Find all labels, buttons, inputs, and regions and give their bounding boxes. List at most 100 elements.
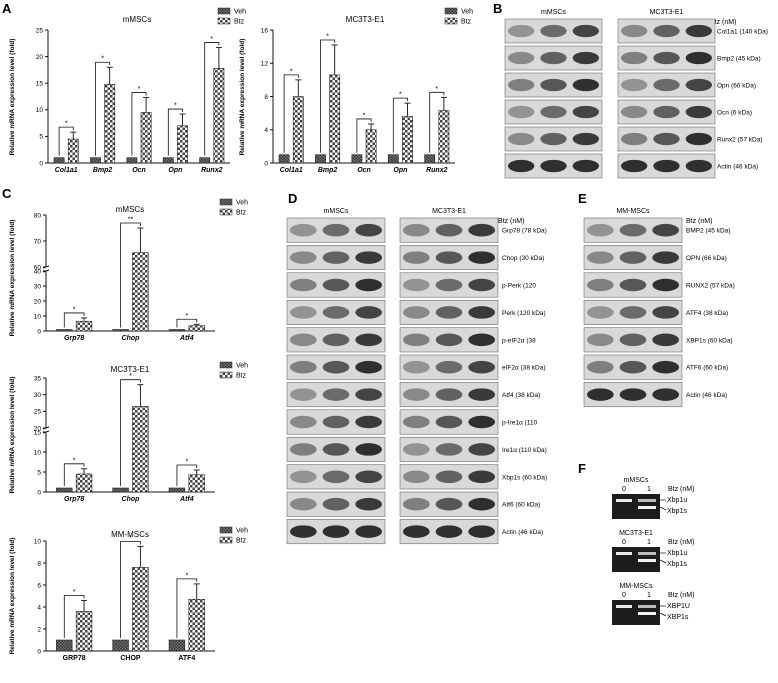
bar-btz xyxy=(75,611,93,652)
bar-veh xyxy=(199,157,211,164)
band xyxy=(685,78,712,92)
y-tick-label: 4 xyxy=(37,604,41,611)
legend-swatch-veh xyxy=(219,198,233,206)
bar-veh xyxy=(112,329,129,332)
btz-unit-label: Btz (nM) xyxy=(668,486,694,493)
band xyxy=(355,278,382,292)
band xyxy=(540,159,567,173)
band xyxy=(290,278,317,292)
y-tick-label: 20 xyxy=(34,298,42,305)
band xyxy=(468,360,495,374)
blot-row-label: Atf6 (60 kDa) xyxy=(502,502,540,509)
band xyxy=(652,251,680,264)
chart-legend: Veh Btz xyxy=(219,361,248,380)
band xyxy=(322,388,350,401)
gel-title: MC3T3-E1 xyxy=(619,530,653,537)
y-tick-label: 30 xyxy=(34,392,42,399)
x-tick-label: Ocn xyxy=(132,167,146,174)
band xyxy=(619,306,647,319)
significance-marker: * xyxy=(435,86,438,93)
significance-marker: * xyxy=(326,33,329,40)
chart-title: MC3T3-E1 xyxy=(111,365,150,374)
band xyxy=(587,388,614,401)
y-tick-label: 15 xyxy=(34,429,42,436)
bar-btz xyxy=(213,68,225,164)
significance-marker: ** xyxy=(128,217,134,224)
band xyxy=(652,388,680,401)
y-tick-label: 10 xyxy=(34,538,42,545)
btz-unit-label: Btz (nM) xyxy=(668,539,694,546)
band xyxy=(621,105,648,119)
band xyxy=(290,525,317,538)
legend-label-veh: Veh xyxy=(236,200,248,207)
x-tick-label: Bmp2 xyxy=(93,167,113,174)
bar-btz xyxy=(132,252,149,332)
significance-marker: * xyxy=(363,112,366,119)
band xyxy=(355,223,382,237)
significance-marker: * xyxy=(65,121,68,128)
band xyxy=(572,132,599,146)
bar-btz xyxy=(292,96,304,164)
band xyxy=(322,306,350,319)
blot-row-label: Xbp1s (60 kDa) xyxy=(502,474,547,481)
band xyxy=(468,443,495,456)
significance-marker: * xyxy=(73,457,76,464)
band xyxy=(652,360,680,374)
y-tick-label: 80 xyxy=(34,212,42,219)
band xyxy=(403,415,430,429)
gel-band xyxy=(638,612,656,615)
significance-marker: * xyxy=(101,56,104,63)
bar-btz xyxy=(365,129,377,164)
legend-label-veh: Veh xyxy=(234,9,246,16)
band xyxy=(322,360,350,374)
band xyxy=(621,51,648,65)
band xyxy=(435,333,463,347)
band xyxy=(653,159,680,173)
band xyxy=(435,306,463,319)
band xyxy=(508,78,535,92)
bar-veh xyxy=(56,329,73,332)
bar-btz xyxy=(177,125,188,164)
band xyxy=(468,251,495,264)
y-tick-label: 25 xyxy=(34,409,42,416)
blot-group-title: MM-MSCs xyxy=(616,208,650,215)
bar-btz xyxy=(67,138,79,164)
band xyxy=(468,525,495,538)
panel-label-d: D xyxy=(288,191,297,206)
gel-band xyxy=(638,506,656,509)
significance-bracket xyxy=(120,222,141,328)
y-tick-label: 5 xyxy=(39,134,43,141)
y-tick-label: 0 xyxy=(37,328,41,335)
chart-legend: Veh Btz xyxy=(219,198,248,217)
legend-swatch-veh xyxy=(219,526,233,534)
band xyxy=(468,497,495,511)
lane-label: 1 xyxy=(647,592,651,599)
significance-bracket xyxy=(176,578,198,638)
band xyxy=(468,333,495,347)
band xyxy=(290,388,317,401)
band xyxy=(290,470,317,484)
legend-label-btz: Btz xyxy=(236,373,247,380)
band xyxy=(468,223,495,237)
band xyxy=(508,24,535,38)
bar-btz xyxy=(132,406,149,493)
band xyxy=(652,223,680,237)
band xyxy=(619,278,647,292)
y-tick-label: 60 xyxy=(34,264,42,271)
chart-legend: Veh Btz xyxy=(217,7,246,26)
band-pointer xyxy=(659,612,667,617)
x-tick-label: Col1a1 xyxy=(280,167,303,174)
y-tick-label: 8 xyxy=(264,94,268,101)
x-tick-label: Bmp2 xyxy=(318,167,338,174)
bar-veh xyxy=(126,157,138,164)
band xyxy=(619,251,647,264)
band xyxy=(587,223,614,237)
y-tick-label: 8 xyxy=(37,560,41,567)
x-tick-label: Opn xyxy=(168,167,182,174)
band xyxy=(572,51,599,65)
band xyxy=(508,105,535,119)
band xyxy=(587,306,614,319)
gel-band xyxy=(638,605,656,608)
band-pointer xyxy=(659,559,667,564)
